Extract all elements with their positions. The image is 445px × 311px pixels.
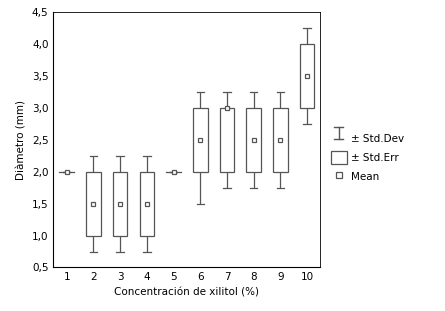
Bar bbox=[113, 172, 128, 236]
Y-axis label: Diàmetro (mm): Diàmetro (mm) bbox=[16, 100, 26, 180]
Bar bbox=[300, 44, 315, 108]
Bar bbox=[140, 172, 154, 236]
X-axis label: Concentración de xilitol (%): Concentración de xilitol (%) bbox=[114, 288, 259, 298]
Bar bbox=[86, 172, 101, 236]
Bar bbox=[247, 108, 261, 172]
Bar bbox=[273, 108, 288, 172]
Legend: ± Std.Dev, ± Std.Err, Mean: ± Std.Dev, ± Std.Err, Mean bbox=[331, 132, 404, 183]
Bar bbox=[220, 108, 235, 172]
Bar bbox=[193, 108, 208, 172]
